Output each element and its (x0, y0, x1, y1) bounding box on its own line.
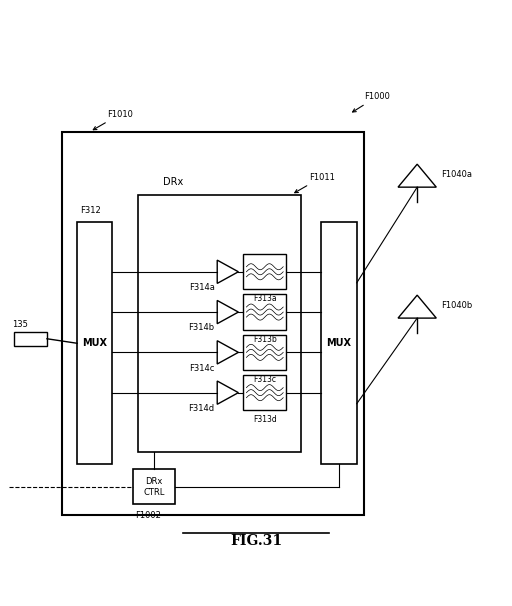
Text: F313c: F313c (253, 375, 276, 384)
Text: F314c: F314c (189, 364, 215, 373)
Bar (243, 375, 286, 410)
Bar (14, 331, 47, 346)
Bar (243, 254, 286, 290)
Polygon shape (217, 341, 239, 364)
Text: FIG.31: FIG.31 (230, 534, 282, 548)
Text: DRx: DRx (163, 177, 183, 187)
Text: F312: F312 (80, 206, 100, 215)
Text: F1040a: F1040a (441, 170, 473, 179)
Text: F313d: F313d (253, 415, 276, 424)
Text: F313b: F313b (253, 335, 276, 344)
Bar (133, 469, 176, 504)
Text: DRx
CTRL: DRx CTRL (143, 477, 165, 497)
Text: MUX: MUX (327, 338, 352, 348)
Polygon shape (398, 295, 436, 318)
Polygon shape (217, 381, 239, 404)
Polygon shape (398, 164, 436, 187)
Text: MUX: MUX (82, 338, 108, 348)
Text: F1011: F1011 (295, 173, 335, 193)
Bar (62, 132, 365, 514)
Text: F1010: F1010 (93, 110, 133, 130)
Bar (322, 222, 357, 464)
Bar (77, 222, 113, 464)
Text: F314a: F314a (189, 283, 215, 292)
Text: F313a: F313a (253, 295, 276, 304)
Bar (243, 335, 286, 370)
Text: 135: 135 (12, 319, 28, 328)
Text: F314b: F314b (188, 324, 215, 333)
Polygon shape (217, 301, 239, 324)
Text: F1040b: F1040b (441, 301, 473, 310)
Bar (243, 295, 286, 330)
Bar (138, 195, 302, 451)
Text: F1000: F1000 (353, 92, 390, 112)
Polygon shape (217, 260, 239, 284)
Text: F314d: F314d (188, 404, 215, 413)
Text: F1002: F1002 (135, 510, 161, 519)
